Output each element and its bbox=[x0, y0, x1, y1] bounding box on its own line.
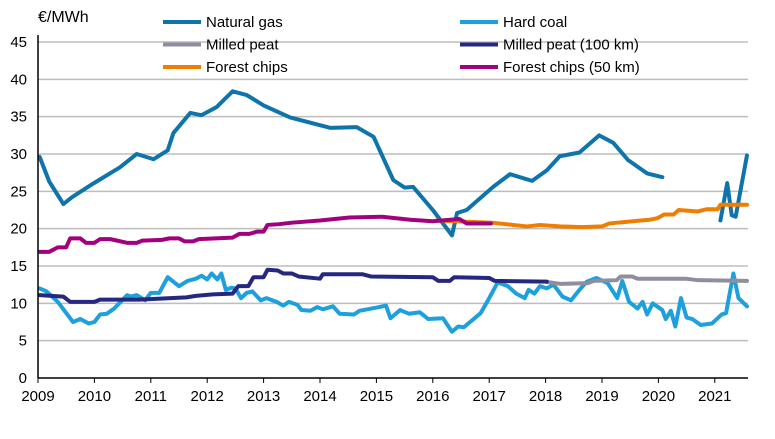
x-tick-label: 2009 bbox=[21, 388, 54, 405]
gridlines bbox=[38, 41, 748, 342]
y-tick-label: 35 bbox=[10, 109, 27, 126]
x-tick-label: 2017 bbox=[473, 388, 506, 405]
legend-label-forest-chips-50-km: Forest chips (50 km) bbox=[503, 59, 640, 76]
legend-label-hard-coal: Hard coal bbox=[503, 14, 567, 31]
y-tick-label: 25 bbox=[10, 183, 27, 200]
series-line-natural-gas bbox=[37, 89, 665, 238]
x-tick-label: 2020 bbox=[642, 388, 675, 405]
y-tick-label: 10 bbox=[10, 295, 27, 312]
y-tick-label: 20 bbox=[10, 221, 27, 238]
y-tick-label: 15 bbox=[10, 258, 27, 275]
x-tick-label: 2012 bbox=[191, 388, 224, 405]
series-line-hard-coal bbox=[37, 271, 749, 334]
legend-label-natural-gas: Natural gas bbox=[206, 14, 283, 31]
y-tick-label: 30 bbox=[10, 146, 27, 163]
y-tick-label: 45 bbox=[10, 34, 27, 51]
x-tick-label: 2014 bbox=[303, 388, 336, 405]
series-line-forest-chips-50-km bbox=[37, 214, 493, 254]
y-tick-label: 5 bbox=[19, 333, 27, 350]
x-tick-label: 2015 bbox=[360, 388, 393, 405]
x-axis-ticks: 2009 2010 2011 2012 2013 2014 2015 2016 2017 2018… bbox=[21, 378, 731, 405]
series-line-milled-peat bbox=[543, 274, 749, 286]
y-axis-unit-label: €/MWh bbox=[38, 9, 89, 26]
legend-label-forest-chips: Forest chips bbox=[206, 59, 288, 76]
x-tick-label: 2021 bbox=[698, 388, 731, 405]
x-tick-label: 2019 bbox=[585, 388, 618, 405]
series-lines bbox=[37, 89, 749, 334]
legend: Natural gas Hard coal Milled peat Milled pe… bbox=[163, 14, 640, 76]
legend-label-milled-peat: Milled peat bbox=[206, 37, 279, 54]
x-tick-label: 2018 bbox=[529, 388, 562, 405]
y-axis-ticks: 0 5 10 15 20 25 30 35 40 45 bbox=[10, 34, 27, 387]
x-tick-label: 2013 bbox=[247, 388, 280, 405]
y-tick-label: 0 bbox=[19, 370, 27, 387]
legend-label-milled-peat-100-km: Milled peat (100 km) bbox=[503, 37, 639, 54]
y-tick-label: 40 bbox=[10, 71, 27, 88]
x-tick-label: 2010 bbox=[78, 388, 111, 405]
x-tick-label: 2016 bbox=[416, 388, 449, 405]
series-line-milled-peat-100-km bbox=[37, 267, 549, 304]
series-line-natural-gas bbox=[718, 153, 749, 223]
series-line-forest-chips bbox=[434, 202, 749, 230]
x-tick-label: 2011 bbox=[135, 388, 167, 405]
